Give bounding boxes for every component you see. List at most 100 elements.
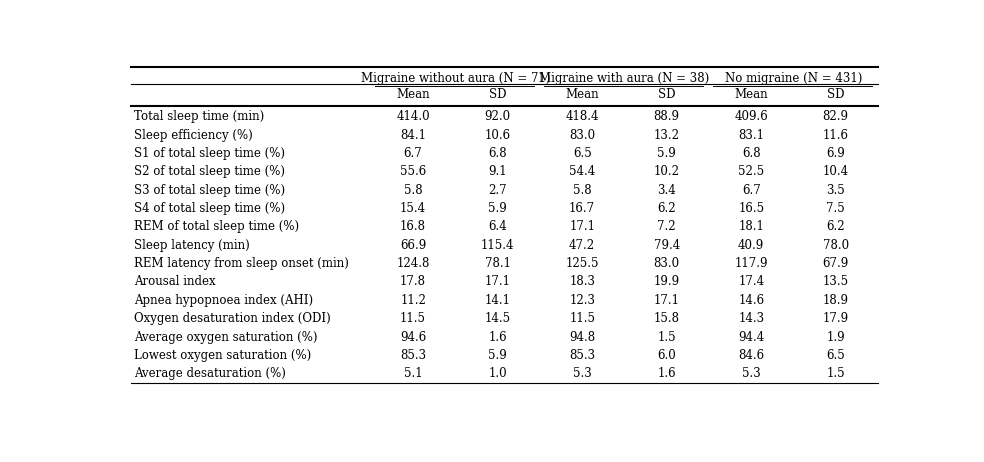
Text: Arousal index: Arousal index — [134, 275, 215, 288]
Text: 5.9: 5.9 — [488, 349, 507, 362]
Text: 16.7: 16.7 — [569, 202, 595, 215]
Text: 17.1: 17.1 — [485, 275, 511, 288]
Text: 54.4: 54.4 — [569, 165, 595, 178]
Text: 3.4: 3.4 — [657, 183, 676, 197]
Text: 3.5: 3.5 — [827, 183, 845, 197]
Text: 10.2: 10.2 — [653, 165, 680, 178]
Text: 82.9: 82.9 — [823, 110, 849, 123]
Text: 17.4: 17.4 — [738, 275, 765, 288]
Text: 6.2: 6.2 — [657, 202, 676, 215]
Text: Sleep latency (min): Sleep latency (min) — [134, 239, 249, 252]
Text: 12.3: 12.3 — [569, 294, 595, 307]
Text: SD: SD — [658, 88, 675, 101]
Text: 117.9: 117.9 — [734, 257, 768, 270]
Text: 418.4: 418.4 — [566, 110, 599, 123]
Text: 6.0: 6.0 — [657, 349, 676, 362]
Text: 5.3: 5.3 — [742, 367, 761, 380]
Text: 5.8: 5.8 — [573, 183, 591, 197]
Text: 414.0: 414.0 — [397, 110, 430, 123]
Text: 11.6: 11.6 — [823, 128, 849, 141]
Text: 40.9: 40.9 — [738, 239, 765, 252]
Text: 14.3: 14.3 — [738, 312, 765, 325]
Text: 16.8: 16.8 — [400, 220, 426, 233]
Text: Lowest oxygen saturation (%): Lowest oxygen saturation (%) — [134, 349, 311, 362]
Text: 47.2: 47.2 — [569, 239, 595, 252]
Text: S4 of total sleep time (%): S4 of total sleep time (%) — [134, 202, 284, 215]
Text: No migraine (N = 431): No migraine (N = 431) — [725, 72, 862, 85]
Text: 1.6: 1.6 — [657, 367, 676, 380]
Text: S1 of total sleep time (%): S1 of total sleep time (%) — [134, 147, 284, 160]
Text: 85.3: 85.3 — [569, 349, 595, 362]
Text: 124.8: 124.8 — [397, 257, 430, 270]
Text: Mean: Mean — [566, 88, 599, 101]
Text: 18.9: 18.9 — [823, 294, 849, 307]
Text: SD: SD — [489, 88, 507, 101]
Text: 79.4: 79.4 — [653, 239, 680, 252]
Text: Average oxygen saturation (%): Average oxygen saturation (%) — [134, 331, 317, 344]
Text: Total sleep time (min): Total sleep time (min) — [134, 110, 264, 123]
Text: 1.9: 1.9 — [827, 331, 845, 344]
Text: 66.9: 66.9 — [400, 239, 426, 252]
Text: 409.6: 409.6 — [734, 110, 769, 123]
Text: 5.8: 5.8 — [403, 183, 422, 197]
Text: 2.7: 2.7 — [488, 183, 507, 197]
Text: 17.1: 17.1 — [653, 294, 680, 307]
Text: 16.5: 16.5 — [738, 202, 765, 215]
Text: 6.9: 6.9 — [827, 147, 845, 160]
Text: 1.5: 1.5 — [657, 331, 676, 344]
Text: 88.9: 88.9 — [653, 110, 680, 123]
Text: S2 of total sleep time (%): S2 of total sleep time (%) — [134, 165, 284, 178]
Text: 6.5: 6.5 — [827, 349, 845, 362]
Text: 115.4: 115.4 — [481, 239, 515, 252]
Text: 55.6: 55.6 — [400, 165, 426, 178]
Text: 11.5: 11.5 — [400, 312, 426, 325]
Text: 52.5: 52.5 — [738, 165, 765, 178]
Text: 14.6: 14.6 — [738, 294, 765, 307]
Text: 18.1: 18.1 — [738, 220, 765, 233]
Text: 19.9: 19.9 — [653, 275, 680, 288]
Text: REM of total sleep time (%): REM of total sleep time (%) — [134, 220, 299, 233]
Text: 94.6: 94.6 — [400, 331, 426, 344]
Text: S3 of total sleep time (%): S3 of total sleep time (%) — [134, 183, 284, 197]
Text: 83.0: 83.0 — [653, 257, 680, 270]
Text: 5.3: 5.3 — [573, 367, 591, 380]
Text: 17.1: 17.1 — [569, 220, 595, 233]
Text: 5.9: 5.9 — [657, 147, 676, 160]
Text: Mean: Mean — [734, 88, 768, 101]
Text: 67.9: 67.9 — [823, 257, 849, 270]
Text: SD: SD — [827, 88, 844, 101]
Text: 15.4: 15.4 — [400, 202, 426, 215]
Text: 1.5: 1.5 — [827, 367, 845, 380]
Text: Oxygen desaturation index (ODI): Oxygen desaturation index (ODI) — [134, 312, 331, 325]
Text: 13.5: 13.5 — [823, 275, 849, 288]
Text: 11.2: 11.2 — [400, 294, 426, 307]
Text: REM latency from sleep onset (min): REM latency from sleep onset (min) — [134, 257, 348, 270]
Text: 7.2: 7.2 — [657, 220, 676, 233]
Text: 10.6: 10.6 — [484, 128, 511, 141]
Text: 6.4: 6.4 — [488, 220, 507, 233]
Text: 17.8: 17.8 — [400, 275, 426, 288]
Text: 83.0: 83.0 — [569, 128, 595, 141]
Text: 13.2: 13.2 — [653, 128, 680, 141]
Text: 5.1: 5.1 — [403, 367, 422, 380]
Text: 6.7: 6.7 — [742, 183, 761, 197]
Text: 5.9: 5.9 — [488, 202, 507, 215]
Text: 125.5: 125.5 — [566, 257, 599, 270]
Text: 11.5: 11.5 — [569, 312, 595, 325]
Text: 9.1: 9.1 — [488, 165, 507, 178]
Text: 78.1: 78.1 — [485, 257, 511, 270]
Text: 85.3: 85.3 — [400, 349, 426, 362]
Text: Migraine with aura (N = 38): Migraine with aura (N = 38) — [539, 72, 709, 85]
Text: 84.6: 84.6 — [738, 349, 765, 362]
Text: 84.1: 84.1 — [400, 128, 426, 141]
Text: Average desaturation (%): Average desaturation (%) — [134, 367, 285, 380]
Text: 1.6: 1.6 — [488, 331, 507, 344]
Text: 14.5: 14.5 — [484, 312, 511, 325]
Text: Apnea hypopnoea index (AHI): Apnea hypopnoea index (AHI) — [134, 294, 313, 307]
Text: 7.5: 7.5 — [827, 202, 845, 215]
Text: 83.1: 83.1 — [738, 128, 765, 141]
Text: Mean: Mean — [397, 88, 430, 101]
Text: 94.8: 94.8 — [569, 331, 595, 344]
Text: 14.1: 14.1 — [485, 294, 511, 307]
Text: 6.5: 6.5 — [573, 147, 591, 160]
